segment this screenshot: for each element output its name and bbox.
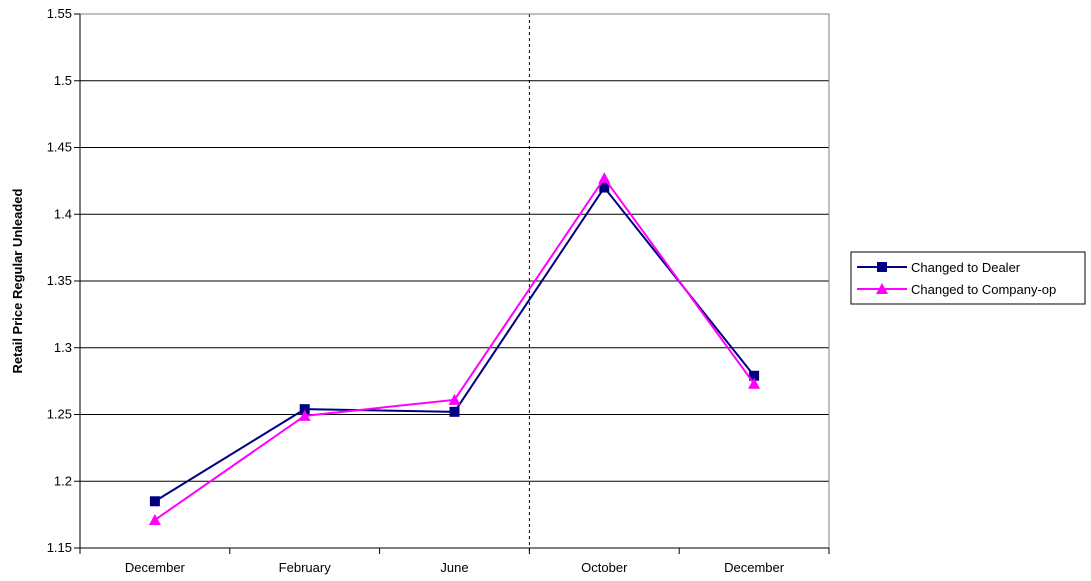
legend-box [850, 251, 1086, 305]
y-tick-label: 1.5 [54, 73, 72, 88]
x-tick-label: June [440, 560, 468, 575]
data-point [448, 393, 461, 405]
y-axis-title: Retail Price Regular Unleaded [10, 188, 25, 373]
data-point [299, 404, 310, 415]
y-tick-label: 1.4 [54, 206, 72, 221]
y-tick-label: 1.55 [47, 6, 72, 21]
series-line [154, 185, 755, 503]
x-tick-label: December [724, 560, 785, 575]
y-tick-label: 1.45 [47, 140, 72, 155]
y-tick-label: 1.3 [54, 340, 72, 355]
data-point [298, 409, 311, 421]
y-tick-label: 1.15 [47, 540, 72, 555]
x-tick-label: December [125, 560, 186, 575]
legend-swatch-marker [876, 283, 888, 294]
legend-label: Changed to Dealer [911, 260, 1021, 275]
data-point [148, 513, 161, 525]
y-tick-label: 1.2 [54, 473, 72, 488]
legend-entry: Changed to Company-op [857, 282, 1056, 297]
data-point [599, 182, 610, 193]
y-tick-label: 1.35 [47, 273, 72, 288]
x-axis-ticks: December February June October December [79, 547, 830, 575]
data-point [598, 172, 611, 184]
legend-entry: Changed to Dealer [857, 260, 1021, 275]
legend-label: Changed to Company-op [911, 282, 1056, 297]
x-tick-label: October [581, 560, 628, 575]
gridlines [80, 13, 829, 549]
data-point [449, 406, 460, 417]
y-axis-ticks: 1.15 1.2 1.25 1.3 1.35 1.4 1.45 1.5 1.55 [47, 6, 81, 555]
series-1 [149, 182, 760, 507]
data-point [748, 377, 761, 389]
legend: Changed to Dealer Changed to Company-op [850, 251, 1086, 305]
x-tick-label: February [279, 560, 332, 575]
series-group [148, 172, 761, 525]
legend-swatch-marker [877, 262, 887, 272]
data-point [749, 370, 760, 381]
y-tick-label: 1.25 [47, 407, 72, 422]
series-2 [148, 172, 761, 525]
series-line [154, 176, 755, 521]
data-point [149, 496, 160, 507]
